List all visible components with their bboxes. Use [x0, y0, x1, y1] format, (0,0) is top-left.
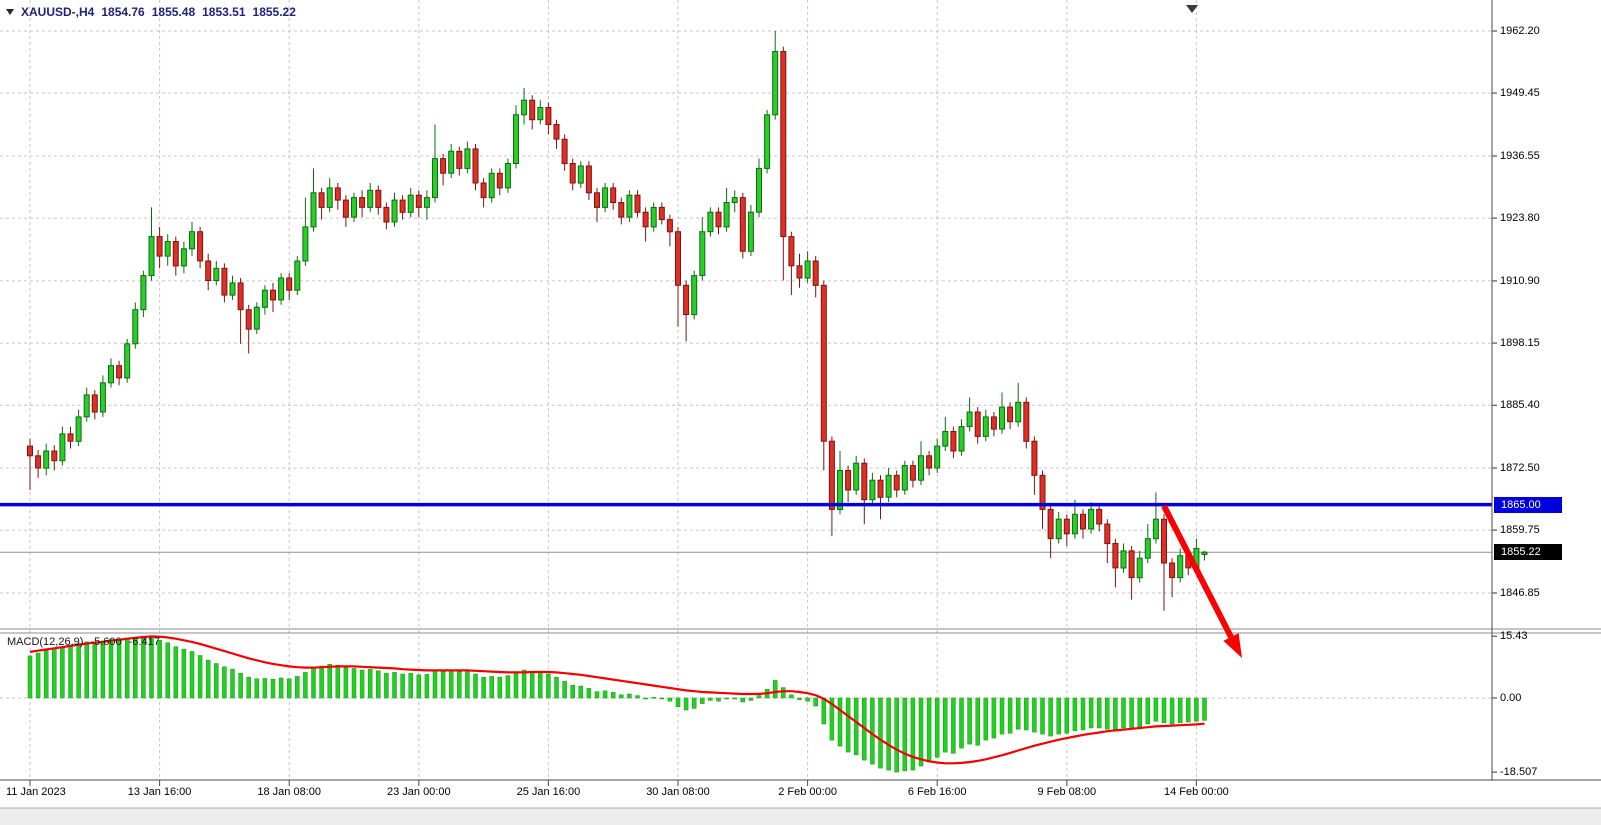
- price-axis-label: 1898.15: [1500, 337, 1540, 349]
- time-axis-label: 11 Jan 2023: [6, 786, 66, 798]
- macd-axis-label: 15.43: [1500, 630, 1528, 642]
- macd-axis-label: -18.507: [1500, 766, 1538, 778]
- macd-signal-line: [29, 635, 1205, 765]
- ohlc-low-value: 1853.51: [202, 5, 246, 19]
- price-axis-label: 1936.55: [1500, 150, 1540, 162]
- price-axis-label: 1962.20: [1500, 25, 1540, 37]
- macd-histogram: [27, 635, 1207, 773]
- time-axis-label: 6 Feb 16:00: [907, 786, 967, 798]
- macd-signal-value: -6.417: [128, 636, 160, 648]
- time-axis[interactable]: 11 Jan 2023 13 Jan 16:00 18 Jan 08:00 23 Ja…: [0, 781, 1601, 807]
- macd-axis-label: 0.00: [1500, 692, 1522, 704]
- ohlc-open-value: 1854.76: [101, 5, 145, 19]
- macd-name-label: MACD(12,26,9): [7, 636, 84, 648]
- time-axis-label: 25 Jan 16:00: [516, 786, 581, 798]
- symbol-marker-icon[interactable]: [6, 9, 14, 15]
- chart-shift-marker-icon[interactable]: [1186, 5, 1198, 13]
- hline-price-badge: 1865.00: [1494, 497, 1562, 513]
- time-axis-label: 9 Feb 08:00: [1037, 786, 1097, 798]
- time-axis-label: 2 Feb 00:00: [778, 786, 837, 798]
- price-axis-label: 1923.80: [1500, 212, 1540, 224]
- candlesticks: [27, 31, 1208, 611]
- current-price-badge: 1855.22: [1494, 544, 1562, 560]
- price-axis-label: 1949.45: [1500, 87, 1540, 99]
- price-axis-label: 1846.85: [1500, 587, 1540, 599]
- time-axis-label: 14 Feb 00:00: [1163, 786, 1229, 798]
- macd-main-value: -5.600: [90, 636, 122, 648]
- price-axis[interactable]: 1962.20 1949.45 1936.55 1923.80 1910.90 1898.…: [1493, 0, 1600, 808]
- ohlc-high-value: 1855.48: [151, 5, 196, 19]
- time-axis-label: 13 Jan 16:00: [127, 786, 192, 798]
- chart-ohlc-header: XAUUSD-,H4 1854.76 1855.48 1853.51 1855.…: [6, 5, 296, 19]
- price-axis-label: 1910.90: [1500, 275, 1540, 287]
- time-axis-label: 18 Jan 08:00: [257, 786, 321, 798]
- trend-arrow[interactable]: [1161, 504, 1242, 658]
- price-axis-label: 1885.40: [1500, 399, 1540, 411]
- ohlc-close-value: 1855.22: [252, 5, 296, 19]
- symbol-timeframe-label: XAUUSD-,H4: [21, 5, 95, 19]
- price-axis-label: 1859.75: [1500, 524, 1540, 536]
- time-axis-label: 30 Jan 08:00: [646, 786, 710, 798]
- macd-indicator-label: MACD(12,26,9) -5.600 -6.417: [7, 636, 160, 648]
- time-axis-label: 23 Jan 00:00: [386, 786, 451, 798]
- price-axis-label: 1872.50: [1500, 462, 1540, 474]
